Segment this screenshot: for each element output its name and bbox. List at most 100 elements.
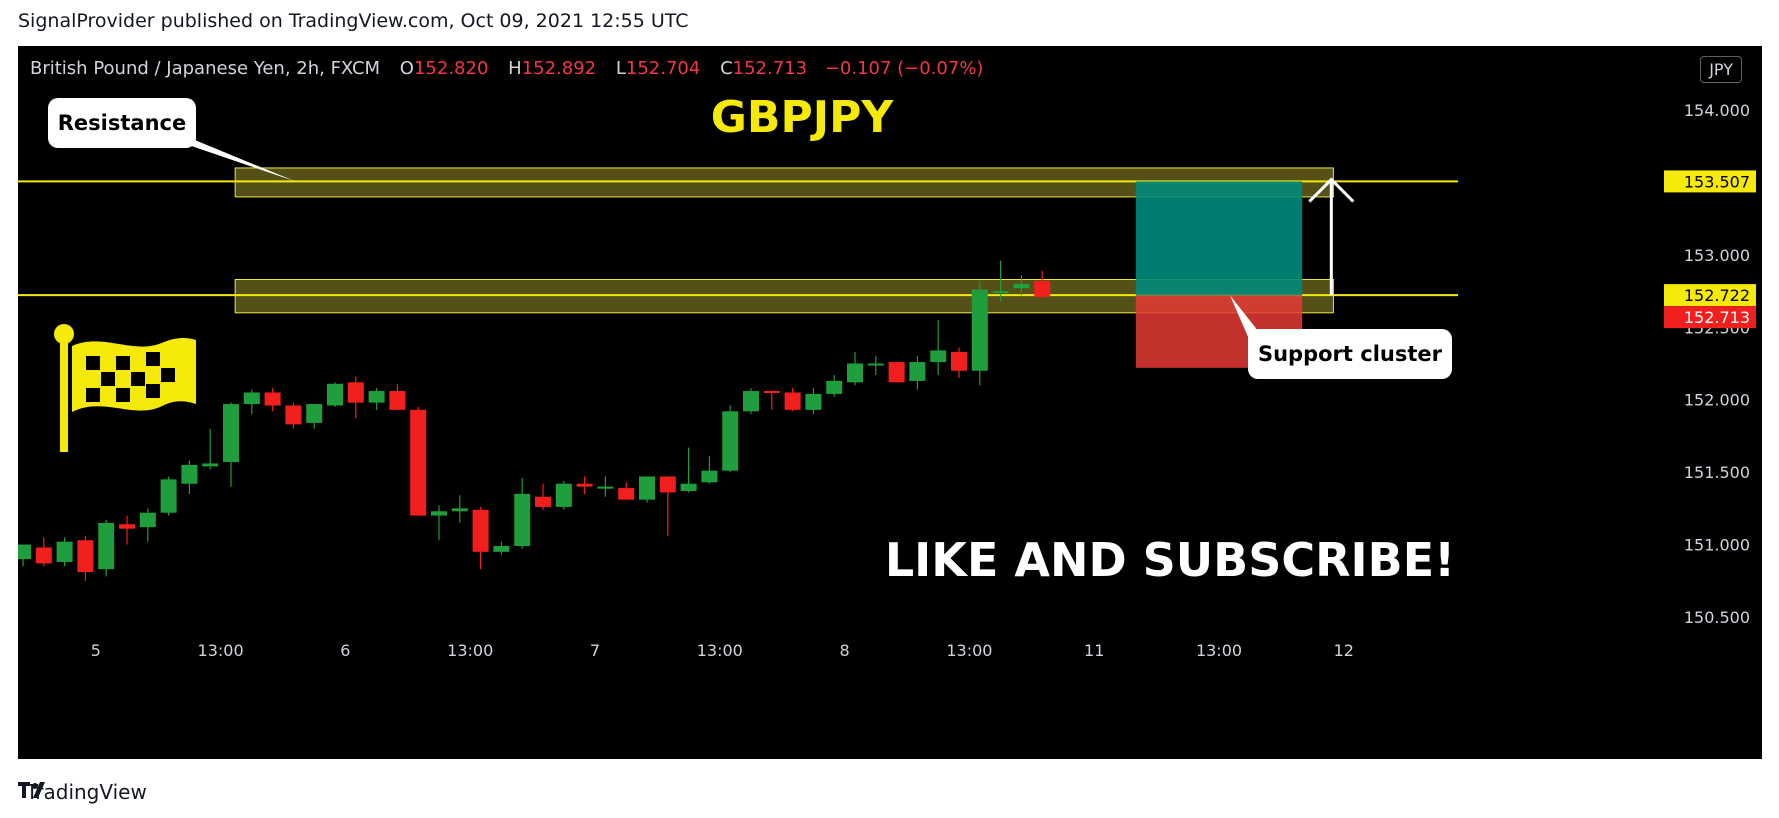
price-label-bg xyxy=(1664,170,1756,193)
candle xyxy=(160,479,177,513)
candle xyxy=(951,351,967,371)
candle xyxy=(410,409,427,516)
candle xyxy=(555,483,572,507)
tradingview-logo-text[interactable]: TradingView xyxy=(26,780,147,804)
candle xyxy=(202,463,219,467)
candle xyxy=(285,405,302,425)
y-tick-label: 151.500 xyxy=(1684,463,1750,482)
candle xyxy=(971,289,988,371)
low-value: 152.704 xyxy=(625,58,701,79)
candle xyxy=(98,522,115,570)
y-tick-label: 150.500 xyxy=(1684,608,1750,627)
high-value: 152.892 xyxy=(521,58,597,79)
candle xyxy=(243,392,260,405)
x-tick-label: 7 xyxy=(590,641,600,660)
candle xyxy=(618,488,635,500)
candle xyxy=(930,350,947,363)
candle xyxy=(576,483,593,487)
price-label: 152.713 xyxy=(1684,308,1750,327)
x-tick-label: 13:00 xyxy=(1196,641,1242,660)
candle xyxy=(784,392,801,410)
candle xyxy=(659,476,676,493)
candle xyxy=(597,486,614,489)
open-value: 152.820 xyxy=(413,58,489,79)
candle xyxy=(493,546,510,552)
change-value: −0.107 (−0.07%) xyxy=(824,58,984,79)
candle xyxy=(722,411,739,471)
candle xyxy=(431,511,447,516)
candle xyxy=(35,547,52,564)
candle xyxy=(701,470,718,483)
symbol-legend: British Pound / Japanese Yen, 2h, FXCM O… xyxy=(30,58,983,79)
support-label: Support cluster xyxy=(1258,342,1443,366)
price-label-bg xyxy=(1664,284,1756,307)
candle xyxy=(347,382,364,403)
candle xyxy=(1013,283,1030,289)
candle xyxy=(18,544,31,560)
y-tick-label: 154.000 xyxy=(1684,101,1750,120)
symbol-name[interactable]: British Pound / Japanese Yen, 2h, FXCM xyxy=(30,58,381,79)
candle xyxy=(535,496,551,507)
candle xyxy=(909,362,926,381)
candle xyxy=(181,464,198,484)
x-tick-label: 11 xyxy=(1084,641,1104,660)
candle xyxy=(743,391,759,412)
chart-canvas[interactable]: Resistance Support cluster GBPJPY LIKE AND … xyxy=(18,46,1762,759)
candle xyxy=(119,524,135,529)
candle xyxy=(763,391,780,394)
candle xyxy=(368,391,385,403)
support-callout-pointer xyxy=(1230,295,1270,346)
open-label: O xyxy=(399,58,414,79)
y-tick-label: 152.000 xyxy=(1684,391,1750,410)
checkered-flag-icon xyxy=(54,324,196,452)
arrow-head-icon xyxy=(1308,177,1355,203)
x-tick-label: 8 xyxy=(840,641,850,660)
candle xyxy=(389,391,406,410)
candle xyxy=(992,291,1009,294)
currency-button[interactable]: JPY xyxy=(1700,56,1742,83)
candle xyxy=(223,404,239,463)
candle xyxy=(680,483,697,491)
price-label-bg xyxy=(1664,306,1756,329)
x-tick-label: 12 xyxy=(1334,641,1354,660)
candle xyxy=(77,540,94,573)
candle xyxy=(639,476,655,500)
close-value: 152.713 xyxy=(732,58,808,79)
y-tick-label: 153.000 xyxy=(1684,246,1750,265)
cta-text: LIKE AND SUBSCRIBE! xyxy=(885,533,1455,587)
candle xyxy=(805,393,822,410)
candle xyxy=(327,383,343,406)
chart-pane[interactable]: Resistance Support cluster GBPJPY LIKE AND … xyxy=(18,46,1762,759)
low-label: L xyxy=(615,58,626,79)
candle xyxy=(139,512,156,528)
candle xyxy=(1034,280,1051,297)
candle xyxy=(888,362,905,383)
x-tick-label: 13:00 xyxy=(697,641,743,660)
candle xyxy=(472,509,489,552)
resistance-callout xyxy=(48,98,196,148)
x-tick-label: 6 xyxy=(340,641,350,660)
chart-title: GBPJPY xyxy=(711,92,895,143)
x-tick-label: 13:00 xyxy=(198,641,244,660)
candle xyxy=(826,380,843,394)
high-label: H xyxy=(508,58,522,79)
close-label: C xyxy=(720,58,733,79)
resistance-callout-pointer xyxy=(168,138,296,182)
publish-line: SignalProvider published on TradingView.… xyxy=(18,10,689,32)
candle xyxy=(867,363,884,366)
x-tick-label: 13:00 xyxy=(447,641,493,660)
candle xyxy=(306,404,323,423)
y-tick-label: 151.000 xyxy=(1684,536,1750,555)
x-tick-label: 13:00 xyxy=(946,641,992,660)
candle xyxy=(56,541,73,562)
footer: TradingView xyxy=(18,780,147,804)
price-label: 153.507 xyxy=(1684,172,1750,191)
price-label: 152.722 xyxy=(1684,286,1750,305)
candle xyxy=(514,493,531,547)
target-zone xyxy=(1135,181,1303,296)
candle xyxy=(264,392,281,406)
x-tick-label: 5 xyxy=(91,641,101,660)
resistance-label: Resistance xyxy=(58,111,186,135)
candle xyxy=(847,363,863,383)
candle xyxy=(451,508,468,512)
